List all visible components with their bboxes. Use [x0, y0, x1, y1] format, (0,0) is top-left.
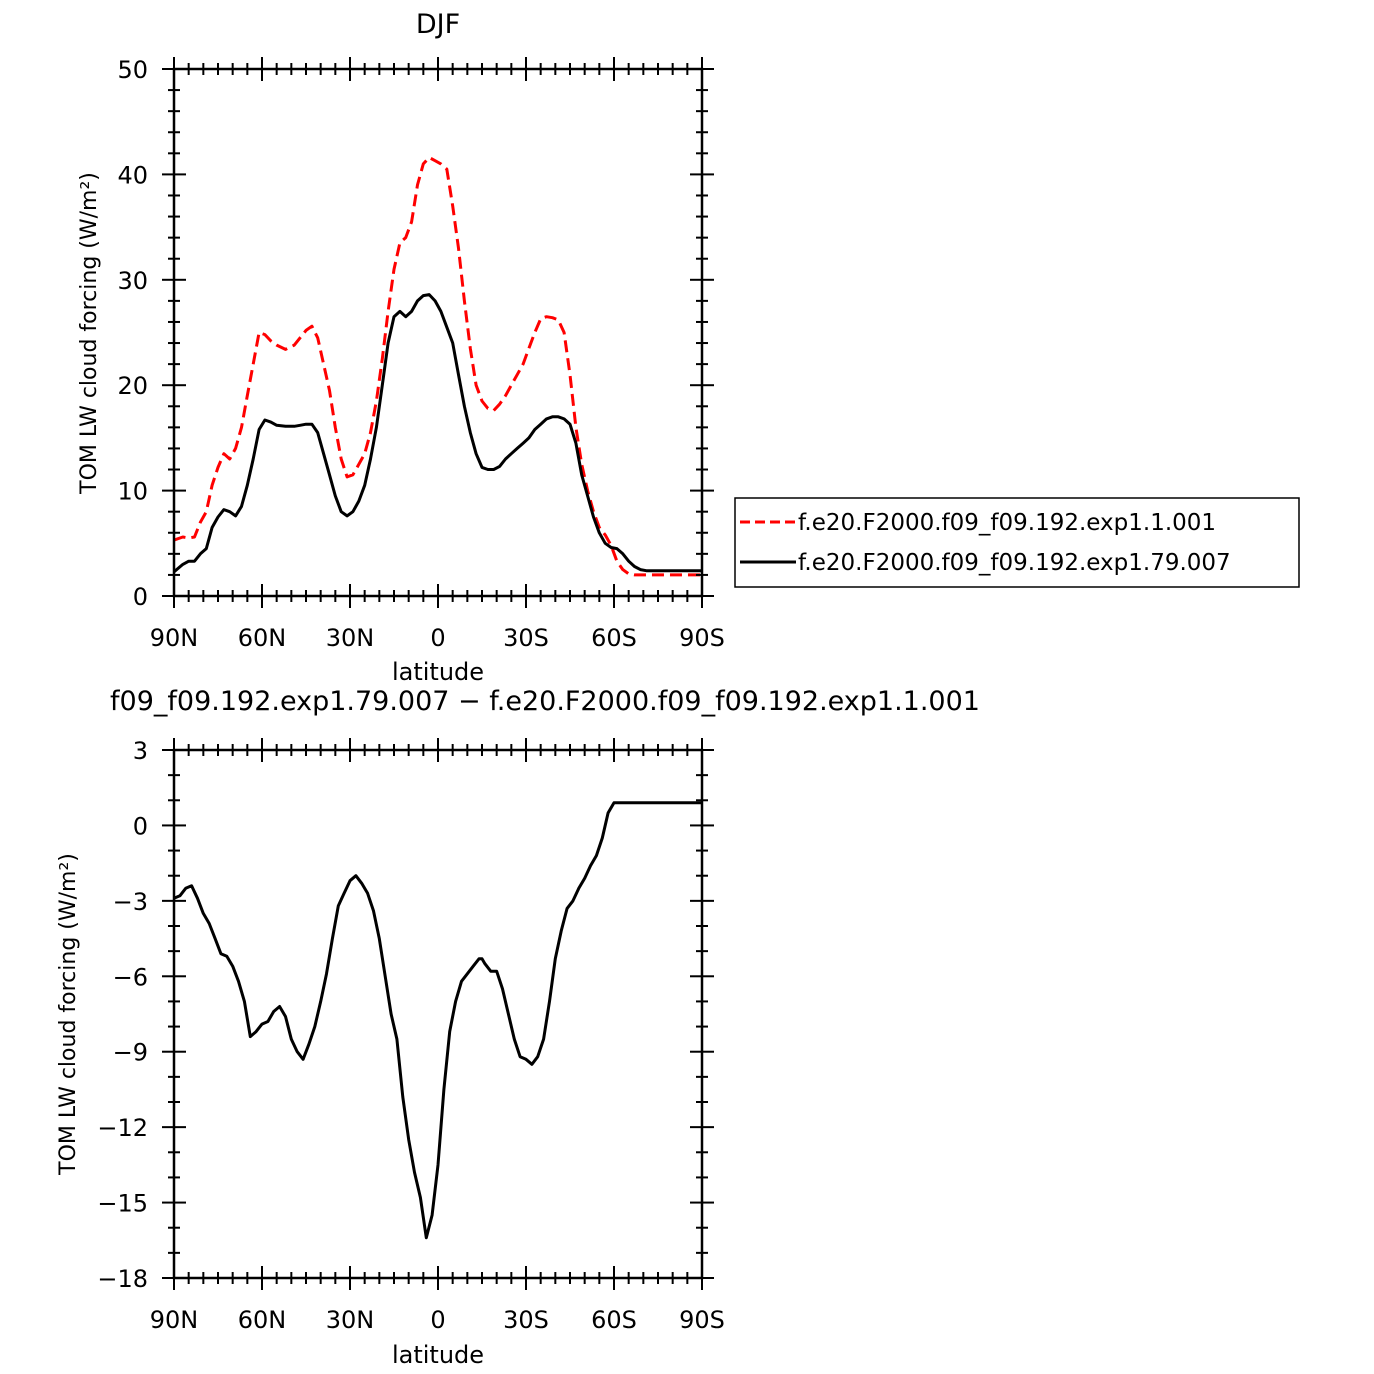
- legend-box: [734, 497, 1300, 588]
- x-tick-label: 60N: [238, 624, 287, 652]
- y-tick-label: −3: [113, 888, 148, 916]
- x-tick-label: 30S: [503, 624, 549, 652]
- x-tick-label: 30N: [326, 624, 375, 652]
- chart-panel-1: DJF 90N 60N 30N 0 30S 60S 90S 0 10 20 30 40 50 latitud…: [77, 9, 1300, 686]
- x-tick-label: 30N: [326, 1306, 375, 1334]
- legend-label-1: f.e20.F2000.f09_f09.192.exp1.1.001: [798, 510, 1216, 536]
- y-tick-label: −18: [97, 1265, 148, 1293]
- y-tick-label: −12: [97, 1114, 148, 1142]
- plot-frame: [172, 67, 704, 598]
- legend-label-2: f.e20.F2000.f09_f09.192.exp1.79.007: [798, 550, 1231, 576]
- y-axis-label: TOM LW cloud forcing (W/m²): [77, 172, 102, 495]
- y-tick-label: 0: [133, 812, 148, 840]
- x-tick-label: 0: [430, 1306, 445, 1334]
- x-axis-label: latitude: [392, 658, 484, 686]
- y-tick-label: 30: [117, 267, 148, 295]
- y-tick-label: 0: [133, 583, 148, 611]
- y-tick-label: −9: [113, 1039, 148, 1067]
- y-tick-label: 50: [117, 56, 148, 84]
- y-tick-label: 3: [133, 737, 148, 765]
- plot-frame: [172, 748, 704, 1280]
- x-axis-label: latitude: [392, 1341, 484, 1369]
- series-line-2: [174, 293, 702, 573]
- y-tick-label: −6: [113, 963, 148, 991]
- chart-panel-2: f09_f09.192.exp1.79.007 − f.e20.F2000.f0…: [56, 686, 980, 1369]
- x-tick-label: 90N: [150, 624, 199, 652]
- y-tick-label: 40: [117, 161, 148, 189]
- series-line-1: [174, 156, 702, 577]
- chart-title: DJF: [416, 9, 460, 40]
- y-tick-label: 20: [117, 372, 148, 400]
- x-tick-label: 60N: [238, 1306, 287, 1334]
- x-tick-label: 60S: [591, 624, 637, 652]
- legend: f.e20.F2000.f09_f09.192.exp1.1.001 f.e20.…: [734, 497, 1300, 588]
- y-tick-label: 10: [117, 478, 148, 506]
- chart-title: f09_f09.192.exp1.79.007 − f.e20.F2000.f0…: [110, 686, 980, 717]
- x-tick-label: 60S: [591, 1306, 637, 1334]
- y-tick-label: −15: [97, 1190, 148, 1218]
- series-line-1: [174, 801, 702, 1240]
- x-tick-label: 90N: [150, 1306, 199, 1334]
- y-axis-label: TOM LW cloud forcing (W/m²): [56, 853, 81, 1176]
- x-tick-label: 0: [430, 624, 445, 652]
- x-tick-label: 90S: [679, 1306, 725, 1334]
- x-tick-label: 90S: [679, 624, 725, 652]
- x-tick-label: 30S: [503, 1306, 549, 1334]
